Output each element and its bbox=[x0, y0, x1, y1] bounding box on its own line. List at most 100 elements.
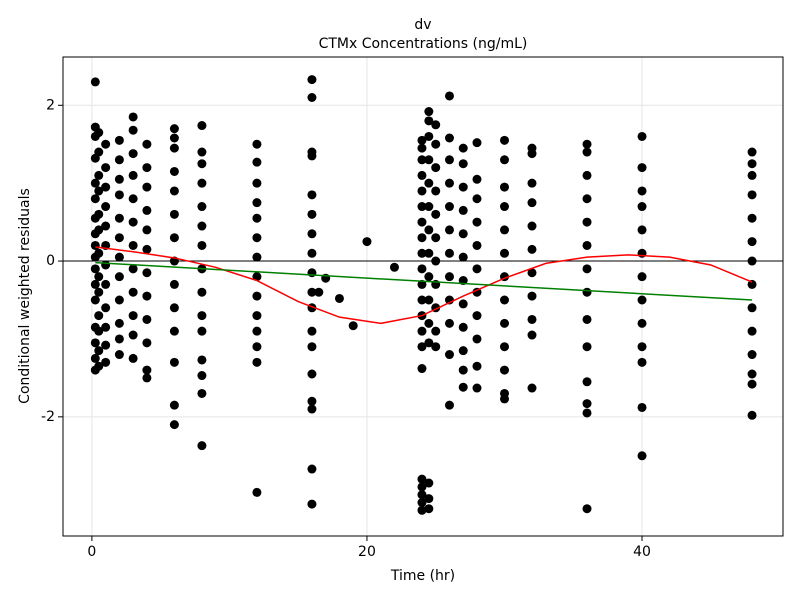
point bbox=[307, 209, 317, 219]
point bbox=[431, 209, 441, 219]
point bbox=[417, 248, 427, 258]
point bbox=[527, 268, 537, 278]
point bbox=[114, 174, 124, 184]
point bbox=[307, 93, 317, 103]
point bbox=[458, 252, 468, 262]
point bbox=[169, 143, 179, 153]
point bbox=[444, 202, 454, 212]
point bbox=[142, 225, 152, 235]
point bbox=[94, 225, 104, 235]
point bbox=[101, 182, 111, 192]
point bbox=[169, 357, 179, 367]
point bbox=[424, 155, 434, 165]
point bbox=[169, 303, 179, 313]
point bbox=[424, 107, 434, 117]
point bbox=[101, 260, 111, 270]
point bbox=[637, 131, 647, 141]
point bbox=[362, 237, 372, 247]
point bbox=[637, 202, 647, 212]
point bbox=[424, 318, 434, 328]
point bbox=[527, 149, 537, 159]
point bbox=[424, 295, 434, 305]
point bbox=[444, 155, 454, 165]
point bbox=[458, 143, 468, 153]
point bbox=[444, 225, 454, 235]
point bbox=[128, 330, 138, 340]
point bbox=[582, 264, 592, 274]
point bbox=[114, 252, 124, 262]
point bbox=[424, 178, 434, 188]
point bbox=[747, 350, 757, 360]
point bbox=[307, 190, 317, 200]
point bbox=[307, 396, 317, 406]
point bbox=[94, 326, 104, 336]
point bbox=[527, 291, 537, 301]
point bbox=[424, 202, 434, 212]
point bbox=[417, 490, 427, 500]
point bbox=[307, 499, 317, 509]
point bbox=[101, 279, 111, 289]
point bbox=[431, 233, 441, 243]
point bbox=[252, 198, 262, 208]
point bbox=[637, 225, 647, 235]
point bbox=[747, 159, 757, 169]
point bbox=[637, 402, 647, 412]
point bbox=[252, 487, 262, 497]
point bbox=[128, 287, 138, 297]
point bbox=[582, 342, 592, 352]
point bbox=[307, 268, 317, 278]
point bbox=[472, 383, 482, 393]
point bbox=[431, 326, 441, 336]
point bbox=[101, 303, 111, 313]
point bbox=[472, 138, 482, 148]
point bbox=[417, 364, 427, 374]
point bbox=[527, 330, 537, 340]
point bbox=[417, 143, 427, 153]
point bbox=[169, 133, 179, 143]
y-tick-label: 0 bbox=[46, 253, 55, 269]
point bbox=[197, 287, 207, 297]
point bbox=[417, 279, 427, 289]
point bbox=[142, 365, 152, 375]
point bbox=[128, 149, 138, 159]
point bbox=[94, 311, 104, 321]
point bbox=[417, 202, 427, 212]
point bbox=[101, 139, 111, 149]
point bbox=[458, 365, 468, 375]
point bbox=[142, 268, 152, 278]
point bbox=[747, 190, 757, 200]
point bbox=[431, 120, 441, 130]
point bbox=[499, 295, 509, 305]
point bbox=[348, 321, 358, 331]
point bbox=[747, 279, 757, 289]
point bbox=[458, 229, 468, 239]
fit-line bbox=[95, 261, 753, 301]
point bbox=[637, 163, 647, 173]
point bbox=[114, 295, 124, 305]
point bbox=[114, 213, 124, 223]
point bbox=[128, 264, 138, 274]
point bbox=[424, 116, 434, 126]
point bbox=[252, 291, 262, 301]
point bbox=[142, 291, 152, 301]
point bbox=[431, 163, 441, 173]
point bbox=[307, 287, 317, 297]
point bbox=[197, 371, 207, 381]
point bbox=[94, 361, 104, 371]
y-axis-label: Conditional weighted residuals bbox=[17, 188, 33, 404]
point bbox=[90, 353, 100, 363]
point bbox=[472, 174, 482, 184]
point bbox=[101, 357, 111, 367]
point bbox=[169, 279, 179, 289]
point bbox=[747, 170, 757, 180]
point bbox=[169, 166, 179, 176]
point bbox=[197, 441, 207, 451]
point bbox=[637, 272, 647, 282]
point bbox=[444, 350, 454, 360]
point bbox=[747, 379, 757, 389]
point bbox=[389, 262, 399, 272]
point bbox=[582, 217, 592, 227]
point bbox=[424, 338, 434, 348]
point bbox=[94, 186, 104, 196]
point bbox=[472, 361, 482, 371]
